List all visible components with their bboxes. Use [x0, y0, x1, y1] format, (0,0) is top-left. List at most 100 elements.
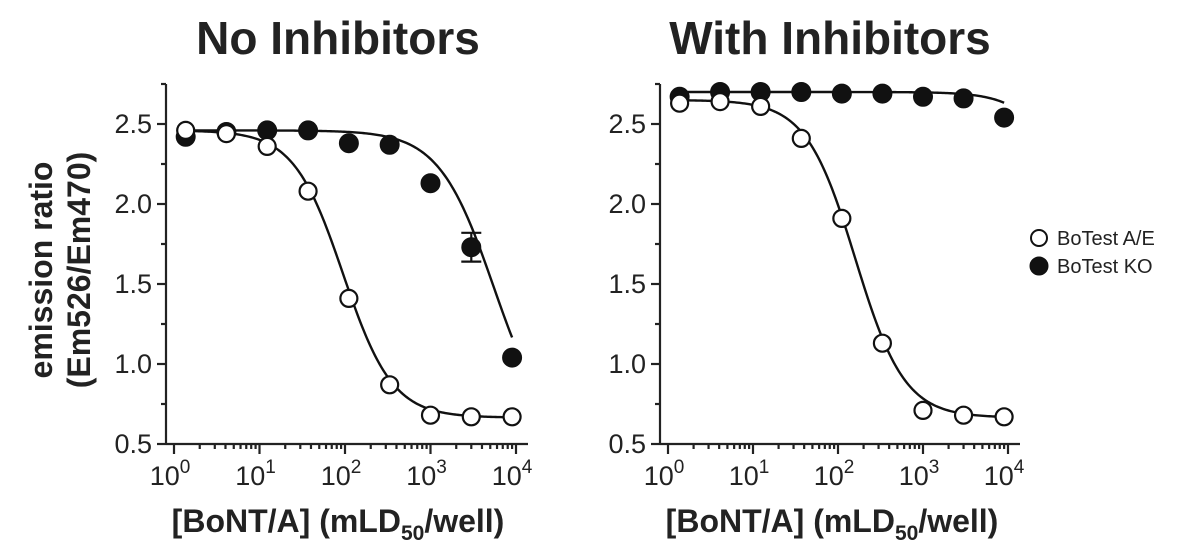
x-tick-label: 102 [814, 457, 855, 491]
x-tick-label: 103 [899, 457, 940, 491]
legend: BoTest A/E BoTest KO [1029, 228, 1155, 278]
x-tick-base: 10 [406, 461, 436, 491]
x-tick-label: 101 [235, 457, 276, 491]
x-tick-exponent: 1 [265, 457, 276, 478]
data-point-ae [994, 407, 1014, 427]
legend-marker-open [1030, 229, 1048, 247]
x-tick-exponent: 4 [1014, 457, 1025, 478]
y-axis-label: emission ratio [23, 162, 59, 379]
data-point-ko [994, 107, 1015, 128]
data-point-ae [791, 128, 811, 148]
data-point-ae [216, 124, 236, 144]
data-point-ae [176, 120, 196, 140]
x-tick-base: 10 [644, 461, 674, 491]
fit-curve-ko [185, 129, 514, 338]
data-point-ae [670, 93, 690, 113]
x-tick-label: 100 [644, 457, 685, 491]
x-tick-label: 101 [729, 457, 770, 491]
x-tick-base: 10 [814, 461, 844, 491]
x-tick-exponent: 0 [180, 457, 191, 478]
x-tick-base: 10 [150, 461, 180, 491]
x-tick-label: 104 [492, 457, 533, 491]
data-point-ko [502, 347, 523, 368]
y-axis-label-units: (Em526/Em470) [61, 152, 97, 389]
data-point-ko [461, 237, 482, 258]
y-tick-label: 2.5 [608, 109, 646, 139]
x-tick-base: 10 [899, 461, 929, 491]
x-tick-exponent: 0 [674, 457, 685, 478]
x-tick-exponent: 3 [436, 457, 447, 478]
fit-curve-ae [679, 99, 1005, 419]
data-point-ko [872, 83, 893, 104]
y-tick-label: 0.5 [608, 429, 646, 459]
data-point-ko [913, 86, 933, 107]
legend-marker-filled [1029, 256, 1049, 276]
x-tick-exponent: 3 [929, 457, 940, 478]
fit-curves [185, 129, 514, 419]
x-tick-base: 10 [492, 461, 522, 491]
x-tick-exponent: 2 [844, 457, 855, 478]
fit-curve-ae [185, 129, 513, 419]
x-tick-label: 102 [321, 457, 362, 491]
y-axis-label-group-2: (Em526/Em470) [61, 152, 97, 389]
y-tick-label: 1.0 [114, 349, 152, 379]
y-tick-label: 0.5 [114, 429, 152, 459]
data-point-ko [420, 173, 441, 194]
x-axis-label-main: [BoNT/A] (mLD [172, 503, 401, 539]
data-point-ko [298, 120, 319, 141]
data-point-ko [791, 82, 812, 102]
fit-curves [679, 90, 1005, 419]
x-axis-label-subscript: 50 [895, 522, 918, 545]
y-tick-label: 2.5 [114, 109, 152, 139]
data-point-ko [338, 133, 359, 154]
x-axis-label: [BoNT/A] (mLD50/well) [172, 503, 505, 545]
y-tick-label: 2.0 [608, 189, 646, 219]
data-points [669, 82, 1015, 427]
data-point-ae [751, 96, 771, 117]
data-point-ae [420, 405, 441, 425]
data-point-ae [872, 333, 893, 353]
x-tick-label: 104 [984, 457, 1025, 491]
y-tick-label: 1.5 [114, 269, 152, 299]
x-tick-base: 10 [729, 461, 759, 491]
x-tick-base: 10 [984, 461, 1014, 491]
data-point-ko [953, 88, 974, 109]
x-tick-exponent: 1 [759, 457, 770, 478]
data-point-ae [257, 136, 277, 156]
x-axis-label-end: /well) [918, 503, 998, 539]
data-point-ae [953, 405, 974, 425]
x-tick-base: 10 [321, 461, 351, 491]
y-tick-label: 1.0 [608, 349, 646, 379]
chart-title: With Inhibitors [669, 12, 991, 64]
x-axis-label-subscript: 50 [401, 522, 424, 545]
data-points [175, 120, 523, 427]
data-point-ae [298, 181, 318, 201]
x-tick-exponent: 4 [522, 457, 533, 478]
data-point-ae [380, 375, 400, 395]
x-tick-base: 10 [235, 461, 265, 491]
x-tick-label: 103 [406, 457, 447, 491]
y-axis-label-group: emission ratio [23, 162, 59, 379]
x-axis-label-end: /well) [424, 503, 504, 539]
legend-label: BoTest KO [1057, 256, 1153, 278]
data-point-ae [832, 208, 852, 228]
x-tick-exponent: 2 [351, 457, 362, 478]
data-point-ae [502, 407, 522, 427]
x-tick-label: 100 [150, 457, 191, 491]
data-point-ae [710, 91, 730, 112]
y-tick-label: 1.5 [608, 269, 646, 299]
data-point-ko [831, 83, 852, 104]
chart-title: No Inhibitors [196, 12, 480, 64]
data-point-ae [339, 288, 359, 308]
data-point-ae [461, 407, 481, 427]
data-point-ae [913, 400, 933, 420]
data-point-ko [379, 134, 400, 155]
x-axis-label-main: [BoNT/A] (mLD [666, 503, 895, 539]
legend-label: BoTest A/E [1057, 228, 1155, 250]
y-tick-label: 2.0 [114, 189, 152, 219]
